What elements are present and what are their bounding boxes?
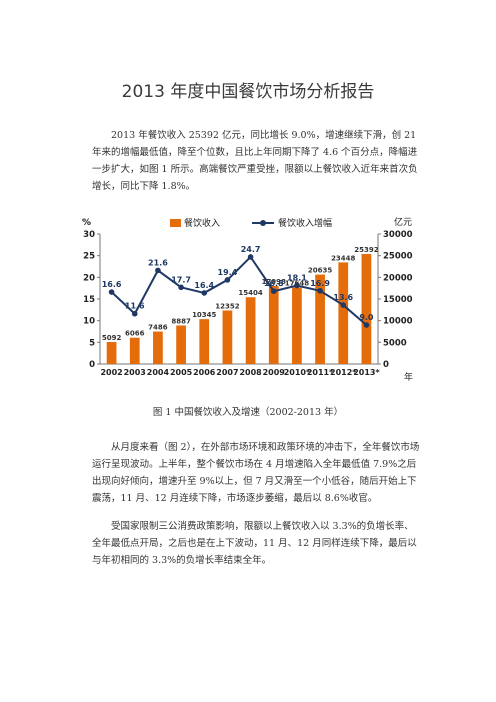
revenue-bar-label: 5092 bbox=[102, 334, 122, 342]
revenue-bar bbox=[338, 262, 349, 364]
right-axis-tick-label: 15000 bbox=[383, 295, 413, 305]
revenue-bar-label: 8887 bbox=[171, 317, 191, 325]
revenue-bar-label: 25392 bbox=[354, 246, 378, 254]
legend-marker-growth bbox=[260, 220, 266, 226]
revenue-bar-label: 6066 bbox=[125, 330, 145, 338]
right-axis-tick-label: 25000 bbox=[383, 252, 413, 262]
x-tick-label: 2005 bbox=[170, 368, 193, 377]
revenue-bar-label: 15404 bbox=[238, 289, 262, 297]
growth-point-label: 16.4 bbox=[194, 281, 214, 290]
left-axis-tick-label: 5 bbox=[89, 338, 95, 348]
left-axis-tick-label: 15 bbox=[83, 295, 95, 305]
growth-point-label: 16.8 bbox=[264, 279, 284, 288]
legend-label-growth: 餐饮收入增幅 bbox=[278, 217, 332, 229]
paragraph-policy: 受国家限制三公消费政策影响，限额以上餐饮收入以 3.3%的负增长率、全年最低点开… bbox=[92, 521, 417, 566]
revenue-bar bbox=[129, 337, 140, 364]
growth-point-label: 19.4 bbox=[218, 268, 238, 277]
revenue-bar-label: 17998 bbox=[262, 278, 286, 286]
growth-point-label: 13.6 bbox=[333, 293, 353, 302]
revenue-growth-chart: 0 5 10 15 20 25 30 0 5000 10000 15000 20000 25000 300… bbox=[82, 216, 413, 383]
revenue-bar-label: 12352 bbox=[215, 302, 239, 310]
left-axis-tick-label: 25 bbox=[83, 252, 95, 262]
paragraph-monthly: 从月度来看（图 2），在外部市场环境和政策环境的冲击下，全年餐饮市场运行呈现波动… bbox=[92, 442, 420, 504]
growth-point-label: 16.9 bbox=[310, 279, 330, 288]
left-axis-tick-label: 20 bbox=[83, 273, 95, 283]
x-tick-label: 2006 bbox=[193, 368, 216, 377]
growth-point bbox=[317, 287, 323, 294]
x-tick-label: 2012* bbox=[330, 368, 357, 377]
right-axis-tick-label: 10000 bbox=[383, 317, 413, 327]
x-tick-label: 2007 bbox=[216, 368, 238, 377]
left-axis-tick-label: 10 bbox=[83, 317, 95, 327]
x-tick-label: 2013* bbox=[353, 368, 380, 377]
growth-point bbox=[224, 277, 231, 283]
legend-label-revenue: 餐饮收入 bbox=[184, 217, 220, 229]
right-axis-tick-label: 0 bbox=[383, 360, 389, 370]
revenue-bar-label: 20635 bbox=[308, 267, 332, 275]
document-title: 2013 年度中国餐饮市场分析报告 bbox=[121, 82, 375, 102]
x-tick-label: 2008 bbox=[239, 368, 262, 377]
growth-point-label: 16.6 bbox=[102, 280, 122, 289]
growth-point bbox=[363, 322, 370, 328]
legend-swatch-revenue bbox=[170, 219, 181, 227]
growth-point-label: 11.6 bbox=[125, 302, 145, 311]
revenue-bar bbox=[222, 310, 233, 364]
growth-point bbox=[247, 254, 254, 260]
growth-point-label: 24.7 bbox=[241, 245, 261, 254]
left-axis-unit: % bbox=[82, 218, 91, 228]
revenue-bar bbox=[292, 287, 302, 364]
growth-point bbox=[131, 310, 138, 317]
growth-point bbox=[155, 267, 161, 274]
left-axis-tick-label: 30 bbox=[83, 230, 95, 240]
revenue-bar bbox=[153, 331, 163, 364]
growth-point-label: 18.1 bbox=[287, 274, 307, 283]
revenue-bar bbox=[245, 297, 256, 364]
x-tick-label: 2010* bbox=[284, 368, 311, 377]
right-axis-tick-label: 20000 bbox=[383, 273, 413, 283]
figure-caption: 图 1 中国餐饮收入及增速（2002-2013 年） bbox=[152, 407, 344, 418]
growth-point-label: 21.6 bbox=[148, 258, 168, 267]
revenue-bar-label: 17648 bbox=[285, 280, 309, 288]
revenue-bar bbox=[106, 341, 117, 364]
left-axis-tick-label: 0 bbox=[89, 360, 95, 370]
paragraph-intro: 2013 年餐饮收入 25392 亿元，同比增长 9.0%，增速继续下滑，创 2… bbox=[92, 130, 418, 192]
x-axis-unit: 年 bbox=[404, 371, 413, 383]
x-tick-label: 2011* bbox=[307, 368, 334, 377]
growth-line bbox=[110, 255, 368, 326]
revenue-bar bbox=[268, 286, 279, 364]
revenue-bar-label: 7486 bbox=[148, 324, 168, 332]
x-tick-label: 2009 bbox=[263, 368, 286, 377]
x-tick-label: 2003 bbox=[124, 368, 146, 377]
growth-point bbox=[294, 282, 300, 289]
revenue-bar bbox=[176, 325, 186, 364]
revenue-bar-label: 23448 bbox=[331, 254, 355, 262]
growth-point bbox=[340, 302, 347, 308]
growth-point bbox=[108, 289, 115, 295]
x-tick-label: 2004 bbox=[147, 368, 170, 377]
revenue-bar bbox=[361, 253, 372, 364]
right-axis-unit: 亿元 bbox=[394, 216, 412, 228]
x-tick-label: 2002 bbox=[100, 368, 122, 377]
revenue-bar bbox=[315, 274, 325, 364]
right-axis-tick-label: 30000 bbox=[383, 230, 413, 240]
growth-point bbox=[201, 290, 208, 296]
growth-point bbox=[178, 284, 184, 291]
revenue-bar-label: 10345 bbox=[192, 311, 216, 319]
right-axis-tick-label: 5000 bbox=[383, 338, 407, 348]
revenue-bar bbox=[199, 319, 210, 364]
growth-point-label: 17.7 bbox=[171, 275, 191, 284]
growth-point bbox=[270, 288, 277, 294]
growth-point-label: 9.0 bbox=[359, 313, 374, 322]
